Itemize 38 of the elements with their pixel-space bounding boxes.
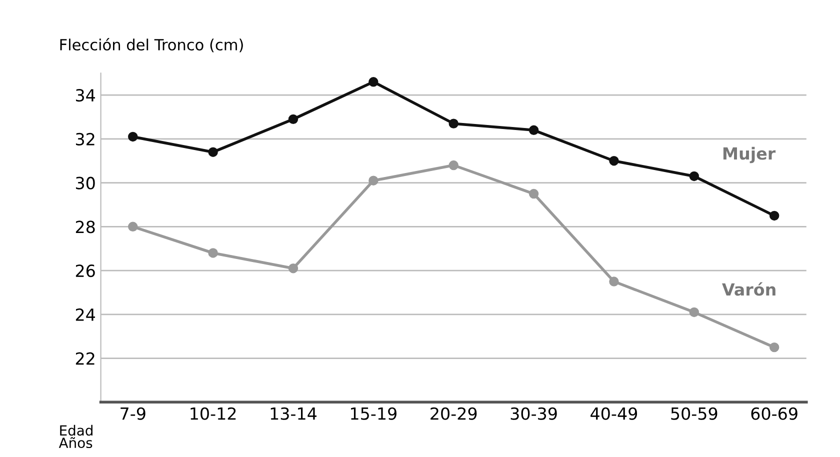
y-tick-label: 32	[76, 132, 94, 146]
y-tick-label: 30	[76, 176, 95, 190]
y-tick-label: 22	[76, 352, 94, 365]
point	[368, 176, 378, 186]
x-tick-label: 40-49	[590, 407, 638, 420]
point	[769, 342, 780, 352]
point	[448, 160, 458, 170]
series-label: Varón	[722, 282, 776, 296]
x-tick-label: 60-69	[751, 407, 798, 420]
point	[769, 210, 780, 221]
point	[448, 118, 458, 128]
y-tick-label: 24	[76, 308, 96, 321]
point	[208, 248, 218, 258]
x-tick-label: 50-59	[671, 407, 718, 420]
point	[528, 125, 539, 136]
y-axis-title: Flección del Tronco (cm)	[60, 38, 243, 52]
point	[609, 276, 619, 286]
series-label: Mujer	[723, 146, 776, 164]
x-tick-label: 10-12	[190, 407, 236, 420]
point	[288, 263, 298, 274]
x-tick-label: 30-39	[510, 407, 557, 420]
x-tick-label: 7-9	[120, 407, 146, 420]
point	[609, 156, 619, 166]
y-tick-label: 28	[76, 220, 95, 234]
y-tick-label: 26	[76, 264, 95, 278]
x-tick-label: 13-14	[270, 407, 317, 420]
point	[689, 171, 700, 182]
x-axis-title: Edad Años	[58, 424, 92, 448]
point	[128, 222, 138, 232]
y-tick-label: 34	[76, 89, 96, 102]
point	[128, 132, 138, 142]
point	[368, 77, 378, 87]
point	[689, 307, 700, 318]
x-tick-label: 20-29	[430, 407, 477, 420]
x-tick-label: 15-19	[351, 407, 396, 420]
point	[288, 114, 298, 124]
point	[528, 188, 539, 199]
point	[208, 147, 218, 157]
